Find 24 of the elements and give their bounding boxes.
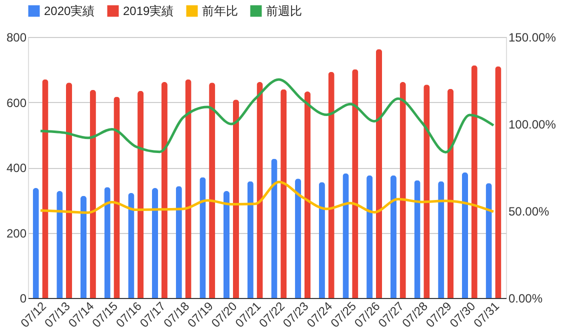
y2-tick-label: 150.00% [508,30,556,44]
bar [495,66,502,298]
legend-label: 前週比 [266,4,302,18]
bar [447,88,454,298]
line-series [39,180,495,214]
y2-tick-label: 50.00% [508,204,550,218]
bar [304,91,311,298]
y-tick-label: 800 [6,30,27,44]
y2-tick-label: 0.00% [508,292,543,306]
bar [152,188,158,298]
line-series [39,78,495,154]
y-tick-label: 0 [20,292,27,306]
y-tick-label: 400 [6,161,27,175]
y2-tick-label: 100.00% [508,118,556,132]
bar [66,82,72,298]
legend-label: 前年比 [202,4,238,18]
bar [32,188,39,298]
y-tick-label: 600 [6,96,27,110]
bar [376,49,382,298]
legend-label: 2019実績 [123,4,174,18]
y-tick-label: 200 [6,226,27,240]
bar [223,190,230,298]
legend-label: 2020実績 [44,4,95,18]
bar [80,196,87,298]
